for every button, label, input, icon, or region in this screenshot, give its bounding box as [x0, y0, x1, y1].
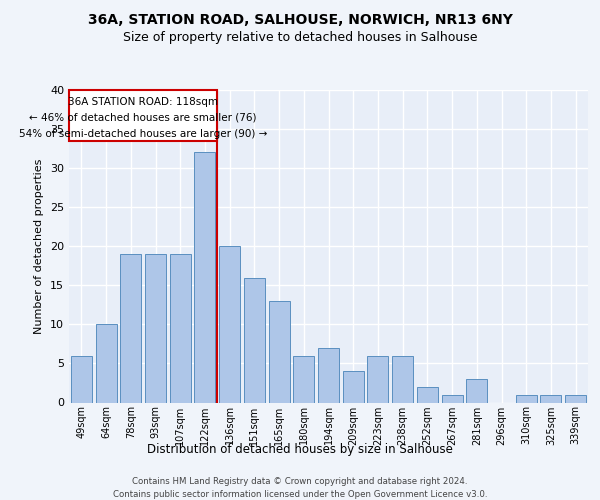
Text: 36A, STATION ROAD, SALHOUSE, NORWICH, NR13 6NY: 36A, STATION ROAD, SALHOUSE, NORWICH, NR…	[88, 12, 512, 26]
Bar	[417, 387, 438, 402]
Bar	[219, 246, 240, 402]
Bar	[170, 254, 191, 402]
Bar	[71, 356, 92, 403]
Bar	[269, 301, 290, 402]
Text: 36A STATION ROAD: 118sqm: 36A STATION ROAD: 118sqm	[68, 97, 218, 107]
Bar	[541, 394, 562, 402]
Text: Contains public sector information licensed under the Open Government Licence v3: Contains public sector information licen…	[113, 490, 487, 499]
Bar	[442, 394, 463, 402]
Bar	[194, 152, 215, 402]
Text: Contains HM Land Registry data © Crown copyright and database right 2024.: Contains HM Land Registry data © Crown c…	[132, 478, 468, 486]
Bar	[120, 254, 141, 402]
Y-axis label: Number of detached properties: Number of detached properties	[34, 158, 44, 334]
Bar	[244, 278, 265, 402]
Bar	[466, 379, 487, 402]
Text: Distribution of detached houses by size in Salhouse: Distribution of detached houses by size …	[147, 442, 453, 456]
Bar	[367, 356, 388, 403]
Text: Size of property relative to detached houses in Salhouse: Size of property relative to detached ho…	[123, 31, 477, 44]
Bar	[516, 394, 537, 402]
Bar	[565, 394, 586, 402]
FancyBboxPatch shape	[69, 90, 217, 141]
Bar	[318, 348, 339, 403]
Text: 54% of semi-detached houses are larger (90) →: 54% of semi-detached houses are larger (…	[19, 129, 268, 139]
Bar	[343, 371, 364, 402]
Bar	[145, 254, 166, 402]
Bar	[293, 356, 314, 403]
Text: ← 46% of detached houses are smaller (76): ← 46% of detached houses are smaller (76…	[29, 113, 257, 123]
Bar	[95, 324, 116, 402]
Bar	[392, 356, 413, 403]
